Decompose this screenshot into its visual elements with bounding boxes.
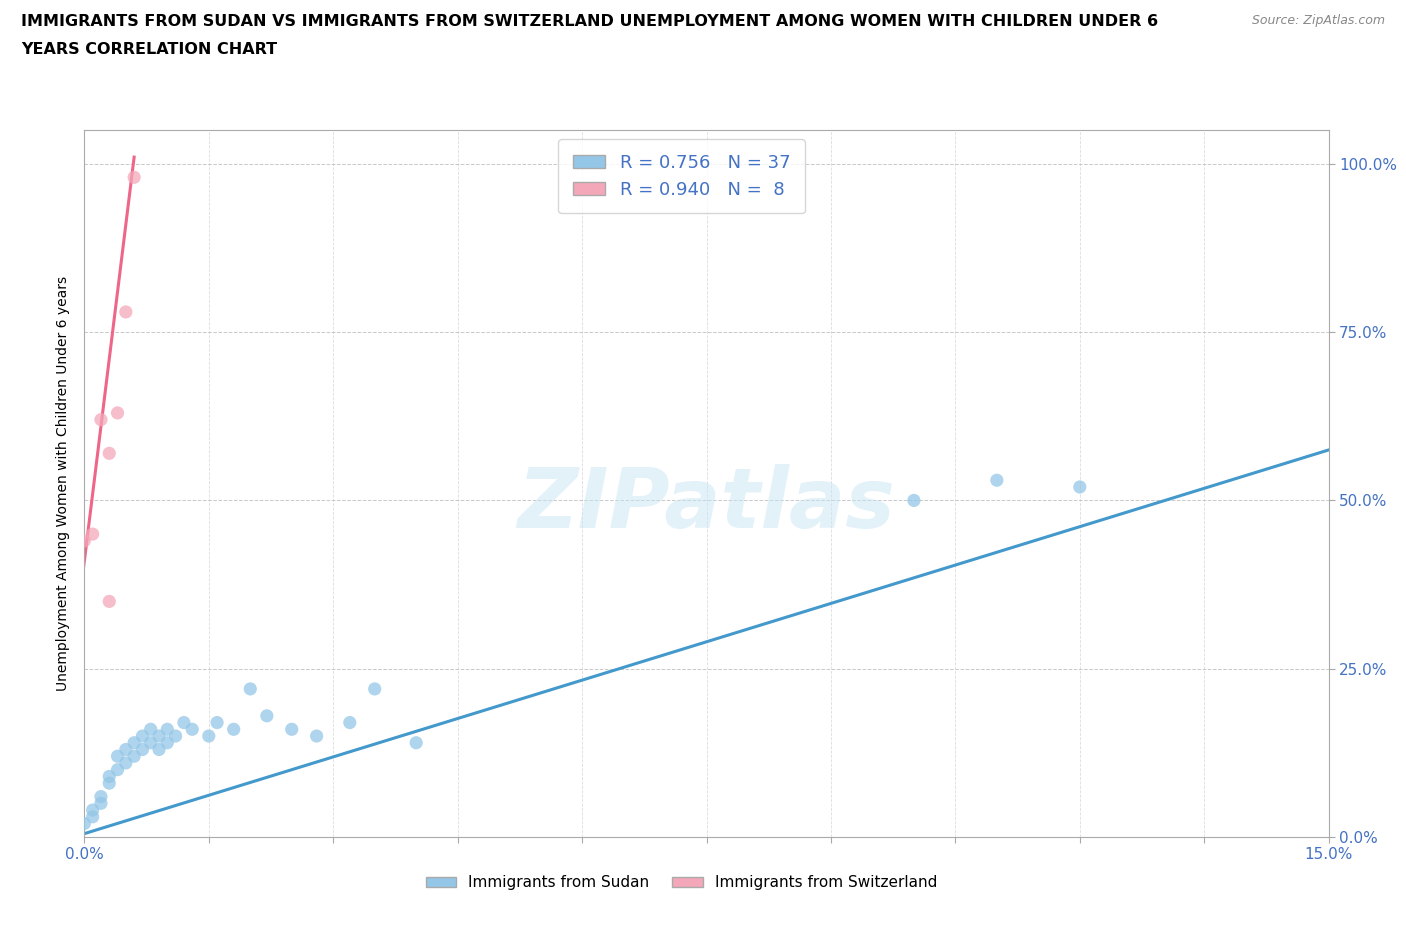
Point bbox=[205, 715, 228, 730]
Point bbox=[222, 722, 245, 737]
Point bbox=[197, 728, 219, 743]
Text: YEARS CORRELATION CHART: YEARS CORRELATION CHART bbox=[21, 42, 277, 57]
Point bbox=[90, 790, 112, 804]
Legend: Immigrants from Sudan, Immigrants from Switzerland: Immigrants from Sudan, Immigrants from S… bbox=[419, 870, 943, 897]
Point bbox=[122, 749, 145, 764]
Point bbox=[339, 715, 361, 730]
Point bbox=[156, 722, 179, 737]
Point bbox=[98, 594, 121, 609]
Point bbox=[156, 736, 179, 751]
Point bbox=[364, 682, 387, 697]
Point bbox=[73, 534, 96, 549]
Point bbox=[98, 776, 121, 790]
Point bbox=[256, 709, 278, 724]
Point bbox=[115, 755, 138, 770]
Point bbox=[90, 412, 112, 427]
Point bbox=[165, 728, 187, 743]
Point bbox=[82, 809, 104, 824]
Text: ZIPatlas: ZIPatlas bbox=[517, 464, 896, 545]
Point bbox=[139, 722, 162, 737]
Point bbox=[107, 763, 129, 777]
Point bbox=[405, 736, 427, 751]
Point bbox=[82, 803, 104, 817]
Point bbox=[98, 769, 121, 784]
Point bbox=[173, 715, 195, 730]
Point bbox=[305, 728, 328, 743]
Point bbox=[82, 526, 104, 541]
Point bbox=[122, 170, 145, 185]
Point bbox=[98, 445, 121, 460]
Point bbox=[148, 742, 170, 757]
Point bbox=[131, 728, 153, 743]
Point bbox=[986, 472, 1008, 487]
Point bbox=[903, 493, 925, 508]
Point bbox=[1069, 480, 1091, 495]
Point bbox=[107, 405, 129, 420]
Point bbox=[115, 742, 138, 757]
Point bbox=[148, 728, 170, 743]
Point bbox=[115, 304, 138, 319]
Point bbox=[131, 742, 153, 757]
Point bbox=[90, 796, 112, 811]
Text: IMMIGRANTS FROM SUDAN VS IMMIGRANTS FROM SWITZERLAND UNEMPLOYMENT AMONG WOMEN WI: IMMIGRANTS FROM SUDAN VS IMMIGRANTS FROM… bbox=[21, 14, 1159, 29]
Point bbox=[107, 749, 129, 764]
Y-axis label: Unemployment Among Women with Children Under 6 years: Unemployment Among Women with Children U… bbox=[56, 276, 70, 691]
Point bbox=[181, 722, 204, 737]
Point bbox=[73, 817, 96, 831]
Point bbox=[281, 722, 304, 737]
Point bbox=[239, 682, 262, 697]
Text: Source: ZipAtlas.com: Source: ZipAtlas.com bbox=[1251, 14, 1385, 27]
Point bbox=[122, 736, 145, 751]
Point bbox=[139, 736, 162, 751]
